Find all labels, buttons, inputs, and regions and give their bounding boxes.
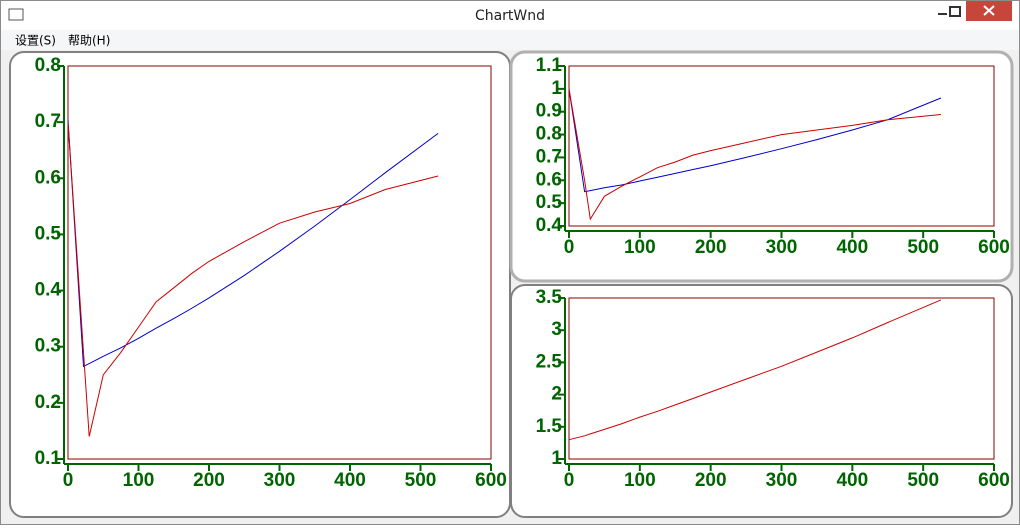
x-tick-label: 300 (264, 470, 296, 491)
app-icon (8, 8, 24, 21)
plot-frame (568, 297, 995, 460)
x-tick-label: 500 (907, 470, 939, 491)
x-tick-label: 400 (836, 470, 868, 491)
y-tick-label: 0.3 (35, 336, 61, 357)
x-tick-label: 100 (624, 470, 656, 491)
x-tick-label: 0 (564, 470, 575, 491)
menu-item[interactable]: 设置(S) (15, 34, 56, 48)
x-tick-label: 600 (978, 237, 1010, 258)
x-tick-label: 0 (564, 237, 575, 258)
y-tick-label: 0.7 (35, 111, 61, 132)
y-tick-label: 0.8 (536, 124, 562, 145)
chart-panel (9, 51, 511, 518)
x-tick-label: 400 (334, 470, 366, 491)
y-tick-label: 0.6 (35, 167, 61, 188)
y-tick-label: 1 (551, 448, 562, 469)
x-tick-label: 200 (695, 470, 727, 491)
data-line (568, 88, 942, 193)
x-tick-label: 200 (695, 237, 727, 258)
y-tick-label: 0.1 (35, 448, 62, 469)
y-tick-label: 1.5 (536, 416, 563, 437)
close-icon (983, 5, 995, 16)
x-tick-label: 600 (475, 470, 507, 491)
y-tick-label: 0.5 (536, 192, 563, 213)
x-tick-label: 100 (123, 470, 155, 491)
menu-bar (1, 30, 1019, 50)
x-tick-label: 300 (766, 237, 798, 258)
y-tick-label: 0.9 (536, 101, 562, 122)
data-line (568, 88, 941, 221)
y-tick-label: 0.2 (35, 392, 61, 413)
x-tick-label: 400 (836, 237, 868, 258)
maximize-button[interactable] (949, 6, 961, 17)
y-tick-label: 1 (551, 78, 562, 99)
y-tick-label: 0.5 (35, 223, 62, 244)
x-tick-label: 300 (766, 470, 798, 491)
y-tick-label: 3.5 (536, 287, 563, 308)
y-tick-label: 0.4 (35, 280, 62, 301)
y-tick-label: 2.5 (536, 351, 563, 372)
x-tick-label: 0 (63, 470, 74, 491)
y-tick-label: 3 (551, 319, 562, 340)
y-tick-label: 0.6 (536, 169, 562, 190)
x-tick-label: 200 (193, 470, 225, 491)
y-tick-label: 1.1 (536, 55, 563, 76)
x-tick-label: 500 (405, 470, 437, 491)
y-tick-label: 0.4 (536, 215, 563, 236)
y-tick-label: 0.7 (536, 146, 562, 167)
x-tick-label: 600 (978, 470, 1010, 491)
menu-item[interactable]: 帮助(H) (68, 34, 110, 48)
plot-frame (568, 65, 995, 227)
data-line (67, 119, 439, 368)
y-tick-label: 0.8 (35, 55, 61, 76)
x-tick-label: 500 (907, 237, 939, 258)
data-line (568, 299, 942, 441)
x-tick-label: 100 (624, 237, 656, 258)
plot-frame (67, 65, 492, 460)
chart-panel (509, 50, 1014, 283)
window-title: ChartWnd (475, 8, 545, 24)
y-tick-label: 2 (551, 384, 562, 405)
title-bar (1, 1, 1019, 30)
data-line (67, 122, 439, 437)
